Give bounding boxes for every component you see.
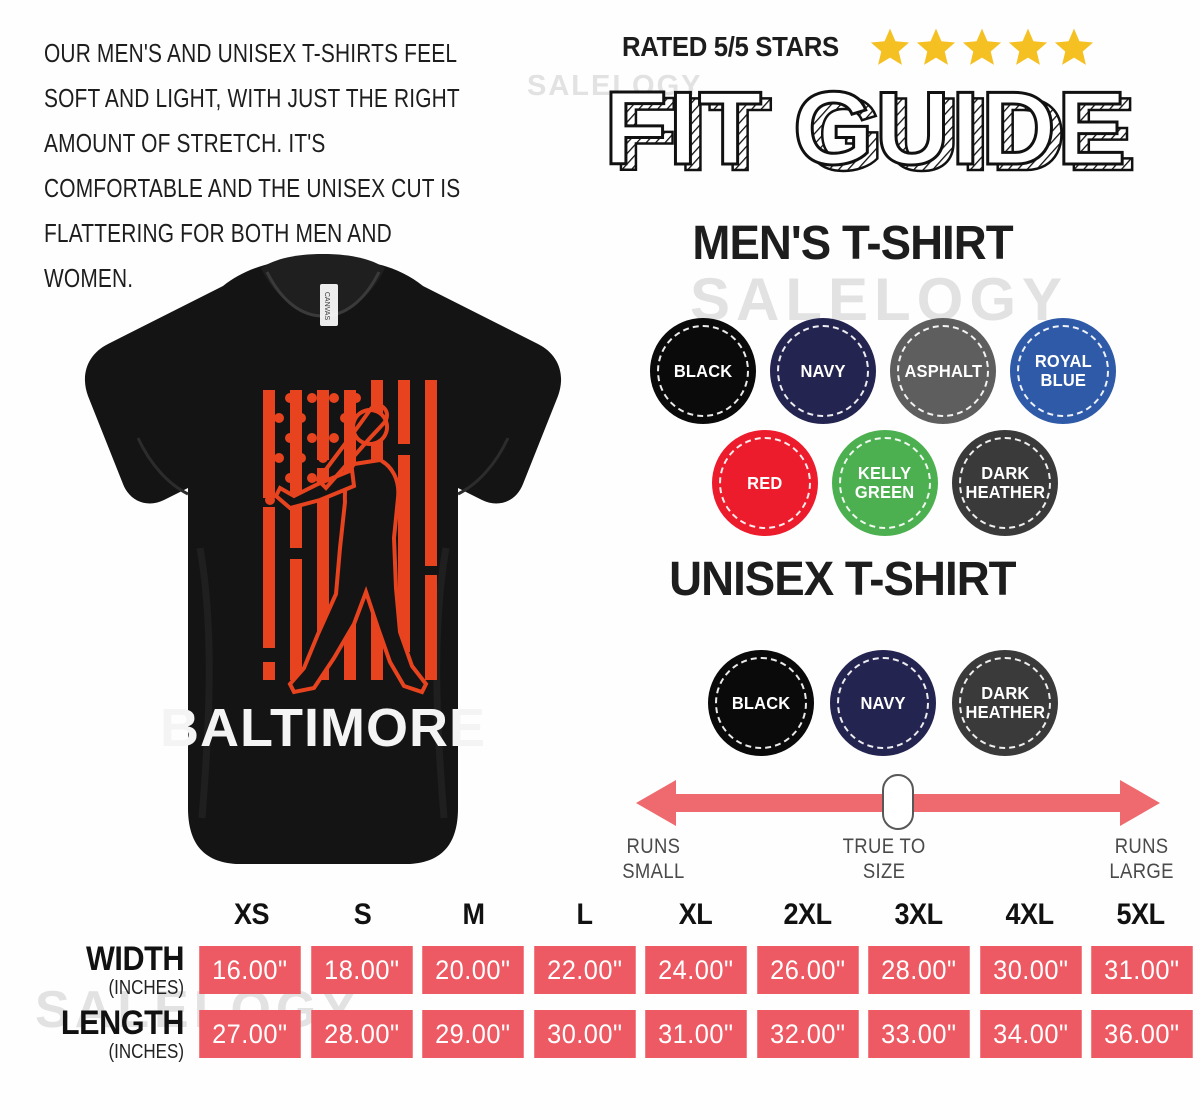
size-header-m: M bbox=[462, 898, 486, 931]
color-swatch-label: NAVY bbox=[800, 360, 846, 381]
color-swatch-label: BLACK bbox=[731, 692, 791, 713]
size-cell: 16.00" bbox=[199, 946, 301, 994]
brand-tag-label: CANVAS bbox=[323, 292, 330, 321]
watermark: SALELOGY bbox=[690, 266, 1069, 333]
row-label-length-text: LENGTH bbox=[60, 1004, 185, 1042]
color-swatch-label: BLACK bbox=[673, 360, 733, 381]
size-header-xl: XL bbox=[679, 898, 713, 931]
star-icon bbox=[1054, 28, 1093, 65]
size-cell: 22.00" bbox=[533, 946, 635, 994]
size-cell: 27.00" bbox=[199, 1010, 301, 1058]
color-swatch-royal-blue[interactable]: ROYAL BLUE bbox=[1010, 318, 1116, 424]
color-swatch-label: DARK HEATHER bbox=[965, 683, 1045, 722]
size-cell: 20.00" bbox=[422, 946, 524, 994]
color-swatch-label: NAVY bbox=[860, 692, 906, 713]
color-swatch-label: RED bbox=[747, 472, 783, 493]
size-cell: 33.00" bbox=[868, 1010, 970, 1058]
shirt-graphic-text: BALTIMORE bbox=[160, 698, 486, 758]
page-title-shadow: FIT GUIDE bbox=[614, 78, 1137, 188]
color-swatch-red[interactable]: RED bbox=[712, 430, 818, 536]
page-title: FIT GUIDE FIT GUIDE bbox=[600, 78, 1180, 188]
size-header-5xl: 5XL bbox=[1116, 898, 1165, 931]
star-rating bbox=[868, 26, 1096, 68]
size-cell: 31.00" bbox=[1091, 946, 1193, 994]
size-cell: 34.00" bbox=[980, 1010, 1082, 1058]
row-label-width: WIDTH (INCHES) bbox=[0, 942, 184, 1000]
row-label-length-unit: (INCHES) bbox=[108, 1041, 184, 1063]
product-image: CANVAS bbox=[18, 248, 628, 903]
fit-slider-labels: RUNS SMALL TRUE TO SIZE RUNS LARGE bbox=[618, 834, 1178, 884]
rating-row: RATED 5/5 STARS bbox=[622, 26, 1096, 68]
rating-text: RATED 5/5 STARS bbox=[622, 31, 839, 62]
color-swatch-asphalt[interactable]: ASPHALT bbox=[890, 318, 996, 424]
color-swatch-dark-heather[interactable]: DARK HEATHER bbox=[952, 650, 1058, 756]
row-label-length: LENGTH (INCHES) bbox=[0, 1004, 185, 1064]
size-header-l: L bbox=[576, 898, 593, 931]
size-chart: XS S M L XL 2XL 3XL 4XL 5XL WIDTH (INCHES) 16.00… bbox=[0, 898, 1200, 1120]
size-chart-width-row: 16.00" 18.00" 20.00" 22.00" 24.00" 26.00" 28.0… bbox=[196, 946, 1196, 994]
color-swatch-dark-heather[interactable]: DARK HEATHER bbox=[952, 430, 1058, 536]
size-cell: 30.00" bbox=[980, 946, 1082, 994]
unisex-color-swatches-row: BLACK NAVY DARK HEATHER bbox=[708, 650, 1058, 756]
fit-label-runs-small: RUNS SMALL bbox=[622, 835, 685, 883]
mens-color-swatches-row-1: BLACK NAVY ASPHALT ROYAL BLUE bbox=[650, 318, 1116, 424]
row-label-width-text: WIDTH bbox=[85, 940, 184, 978]
size-cell: 31.00" bbox=[645, 1010, 747, 1058]
size-header-2xl: 2XL bbox=[783, 898, 832, 931]
fit-label-runs-large: RUNS LARGE bbox=[1109, 835, 1174, 883]
star-icon bbox=[1008, 28, 1047, 65]
fit-slider[interactable]: RUNS SMALL TRUE TO SIZE RUNS LARGE bbox=[618, 772, 1178, 892]
page-title-face: FIT GUIDE bbox=[604, 78, 1127, 187]
color-swatch-navy[interactable]: NAVY bbox=[770, 318, 876, 424]
color-swatch-label: DARK HEATHER bbox=[965, 463, 1045, 502]
color-swatch-navy[interactable]: NAVY bbox=[830, 650, 936, 756]
color-swatch-kelly-green[interactable]: KELLY GREEN bbox=[832, 430, 938, 536]
mens-color-swatches-row-2: RED KELLY GREEN DARK HEATHER bbox=[712, 430, 1058, 536]
watermark: SALELOGY bbox=[527, 70, 703, 102]
mens-section-heading: MEN'S T-SHIRT bbox=[692, 217, 1013, 270]
unisex-section-heading: UNISEX T-SHIRT bbox=[669, 553, 1016, 606]
product-description: OUR MEN'S AND UNISEX T-SHIRTS FEEL SOFT … bbox=[44, 40, 461, 293]
size-chart-length-row: 27.00" 28.00" 29.00" 30.00" 31.00" 32.00" 33.0… bbox=[196, 1010, 1196, 1058]
size-cell: 24.00" bbox=[645, 946, 747, 994]
color-swatch-label: ROYAL BLUE bbox=[1034, 351, 1092, 390]
size-header-3xl: 3XL bbox=[894, 898, 943, 931]
color-swatch-label: KELLY GREEN bbox=[855, 463, 915, 502]
size-header-s: S bbox=[353, 898, 372, 931]
color-swatch-label: ASPHALT bbox=[904, 360, 982, 381]
size-cell: 36.00" bbox=[1091, 1010, 1193, 1058]
row-label-width-unit: (INCHES) bbox=[108, 977, 184, 999]
size-cell: 26.00" bbox=[756, 946, 859, 994]
size-cell: 32.00" bbox=[756, 1010, 859, 1058]
fit-label-true-to-size: TRUE TO SIZE bbox=[842, 835, 926, 883]
color-swatch-black[interactable]: BLACK bbox=[708, 650, 814, 756]
size-chart-header-row: XS S M L XL 2XL 3XL 4XL 5XL bbox=[196, 898, 1196, 940]
size-cell: 28.00" bbox=[868, 946, 970, 994]
star-icon bbox=[962, 28, 1001, 65]
size-cell: 30.00" bbox=[533, 1010, 635, 1058]
size-header-xs: XS bbox=[233, 898, 270, 931]
color-swatch-black[interactable]: BLACK bbox=[650, 318, 756, 424]
size-cell: 18.00" bbox=[310, 946, 412, 994]
fit-slider-handle[interactable] bbox=[882, 774, 914, 830]
size-cell: 29.00" bbox=[422, 1010, 524, 1058]
size-cell: 28.00" bbox=[310, 1010, 412, 1058]
star-icon bbox=[916, 28, 955, 65]
size-header-4xl: 4XL bbox=[1005, 898, 1054, 931]
star-icon bbox=[870, 28, 909, 65]
watermark: SALELOGY bbox=[35, 981, 362, 1039]
